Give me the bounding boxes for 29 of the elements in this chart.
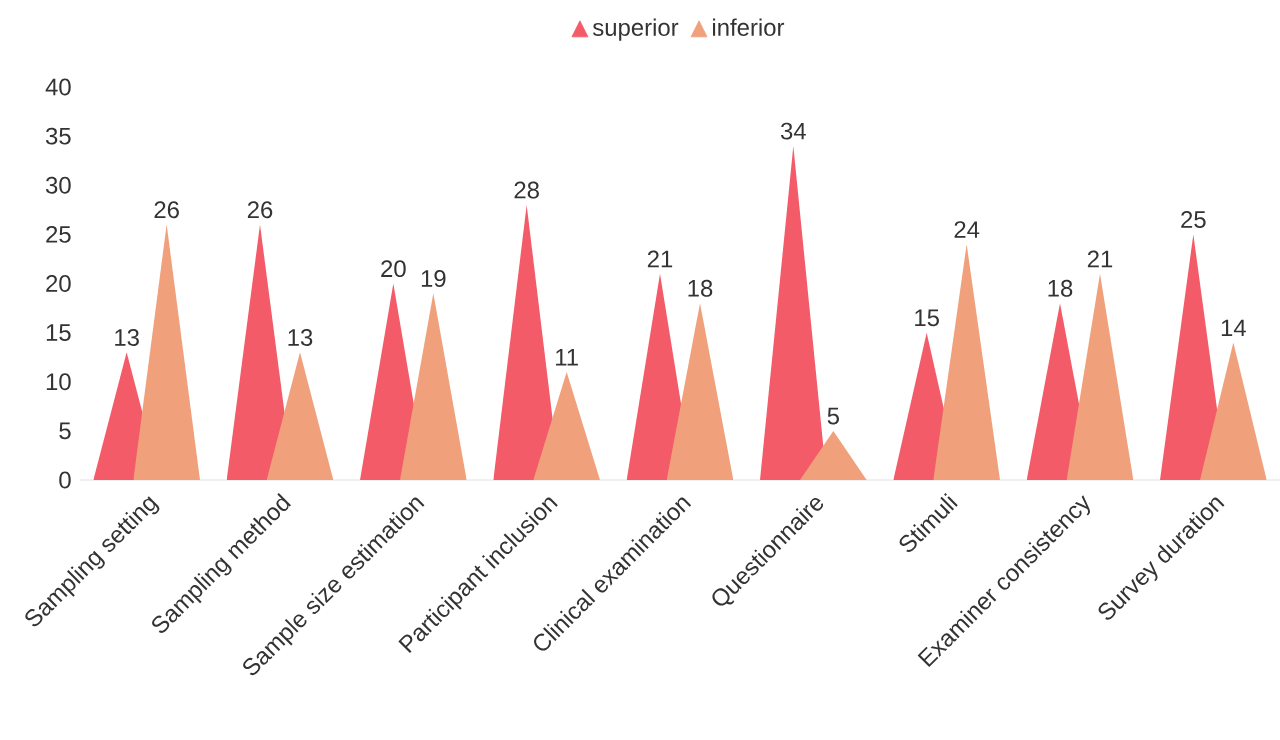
data-label: 18 (688, 279, 713, 297)
data-label: 21 (647, 250, 673, 268)
y-tick-label: 15 (46, 324, 71, 341)
y-tick-label: 25 (46, 225, 71, 243)
legend-label: inferior (713, 18, 785, 36)
data-label: 20 (381, 260, 406, 278)
data-label: 14 (1221, 319, 1246, 337)
y-tick-label: 10 (46, 373, 71, 391)
y-tick-label: 0 (59, 471, 71, 489)
data-label: 26 (154, 201, 179, 219)
y-tick-label: 20 (46, 275, 71, 292)
data-label: 5 (827, 407, 839, 425)
y-tick-label: 5 (59, 422, 71, 440)
data-label: 24 (954, 221, 980, 238)
y-tick-label: 40 (45, 78, 71, 96)
data-label: 21 (1087, 250, 1113, 268)
data-label: 15 (915, 309, 939, 327)
y-tick-label: 35 (45, 127, 71, 145)
data-label: 18 (1048, 279, 1073, 297)
y-tick-label: 30 (45, 176, 71, 194)
data-label: 19 (421, 270, 446, 287)
data-label: 25 (1181, 211, 1206, 228)
data-label: 11 (556, 349, 578, 366)
data-label: 26 (247, 201, 273, 219)
legend-label: superior (592, 18, 679, 41)
data-label: 28 (514, 181, 539, 199)
data-label: 13 (115, 328, 139, 346)
data-label: 34 (780, 122, 806, 140)
data-label: 13 (288, 328, 313, 346)
